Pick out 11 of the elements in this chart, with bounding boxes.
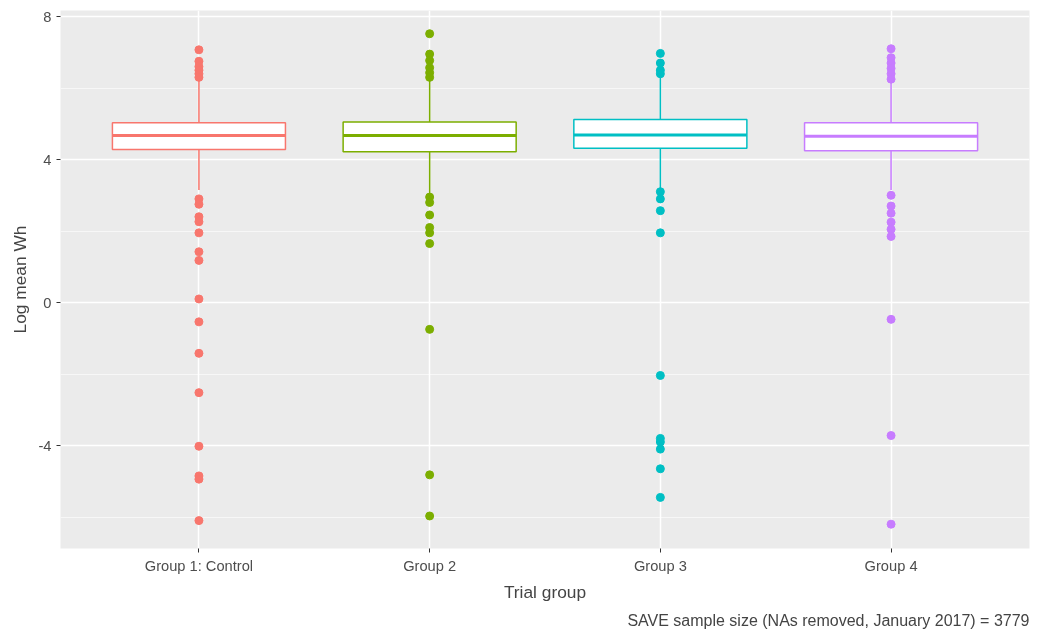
y-tick-label: 8 <box>43 8 52 25</box>
x-tick-label: Group 2 <box>403 557 457 574</box>
y-tick-label: 0 <box>43 294 52 311</box>
y-tick-label: 4 <box>43 151 52 168</box>
y-axis-title: Log mean Wh <box>10 225 31 334</box>
x-axis-title: Trial group <box>503 581 587 602</box>
x-tick-label: Group 4 <box>864 557 918 574</box>
text: SAVE sample size (NAs removed, January 2017) = 3779 <box>627 611 1030 629</box>
x-tick-label: Group 1: Control <box>144 557 254 574</box>
y-tick-label: -4 <box>38 437 52 454</box>
x-tick-label: Group 3 <box>633 557 687 574</box>
